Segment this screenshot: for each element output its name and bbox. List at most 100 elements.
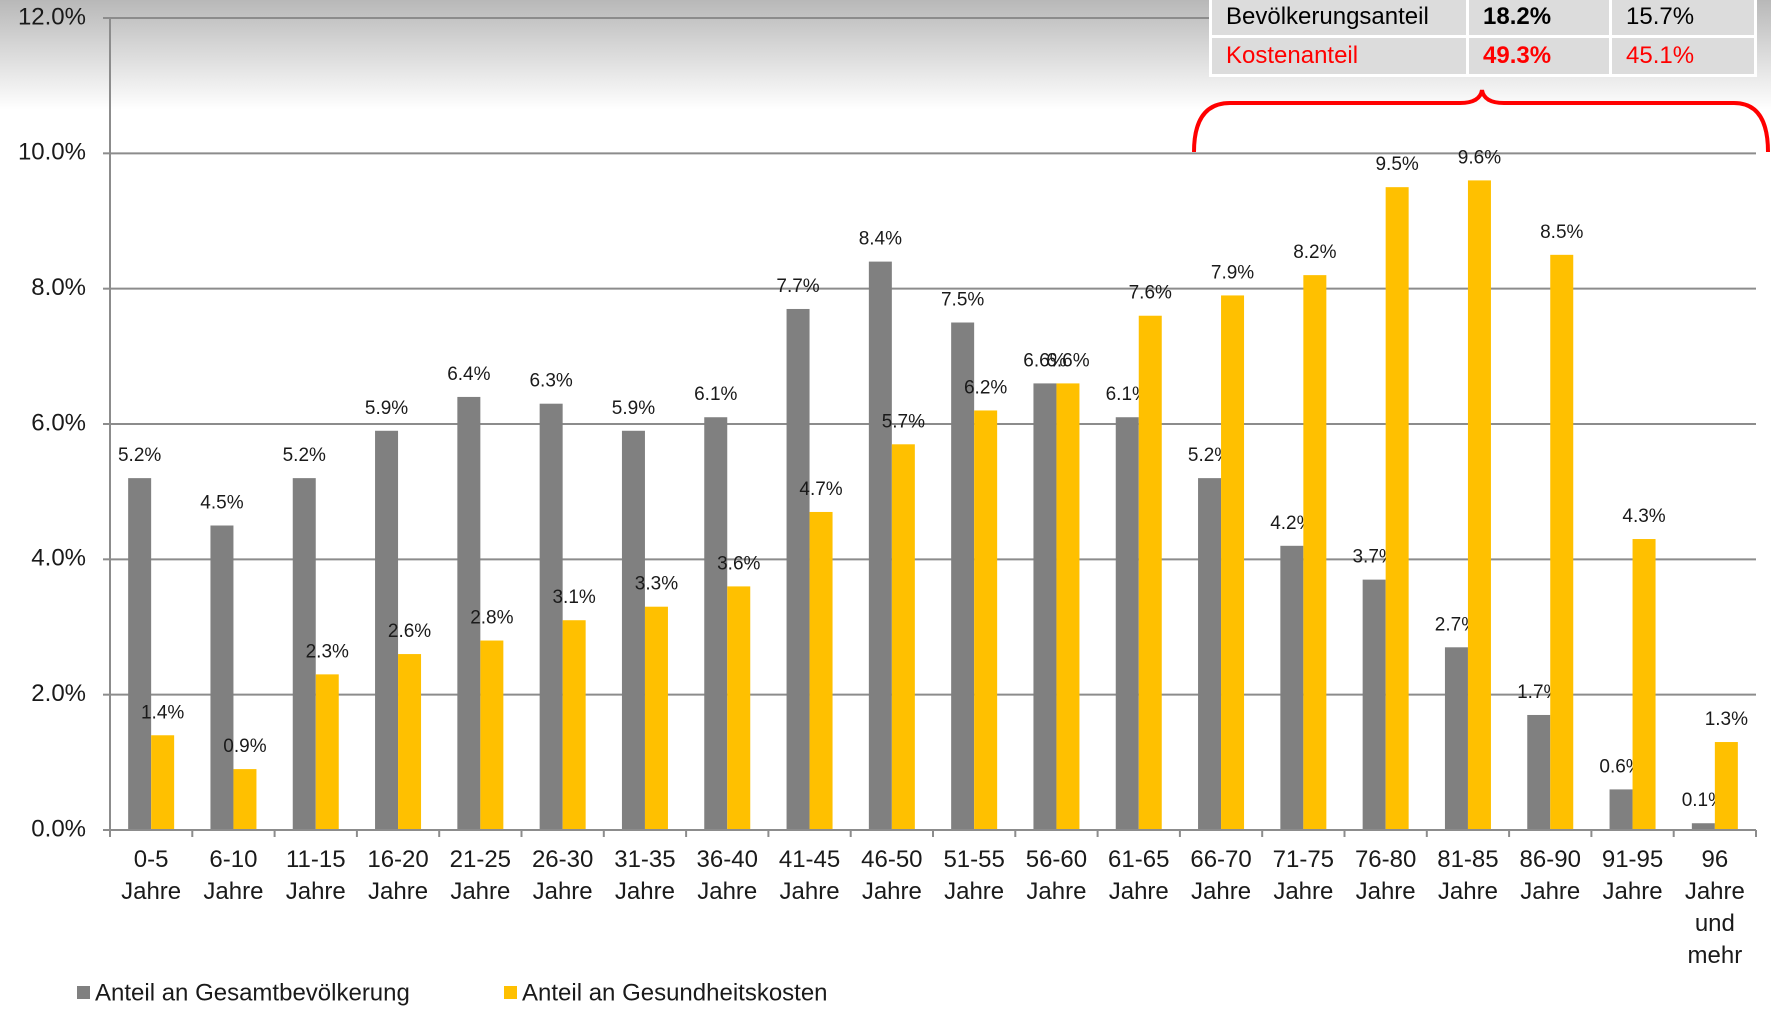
bar bbox=[704, 417, 728, 830]
legend-swatch bbox=[77, 986, 90, 999]
summary-table: Bevölkerungsanteil 18.2% 15.7% Kostenantei… bbox=[1209, 0, 1757, 77]
bar bbox=[974, 410, 998, 830]
value-label: 3.6% bbox=[717, 553, 760, 574]
value-label: 4.5% bbox=[200, 493, 243, 514]
cell: 49.3% bbox=[1466, 35, 1612, 77]
x-tick-label: 66-70 Jahre bbox=[1190, 846, 1252, 905]
bar bbox=[128, 478, 152, 830]
x-tick-label: 26-30 Jahre bbox=[531, 846, 594, 905]
x-tick-label: 81-85 Jahre bbox=[1437, 846, 1499, 905]
bar bbox=[1467, 180, 1491, 830]
x-tick-label: 31-35 Jahre bbox=[614, 846, 676, 905]
value-label: 9.5% bbox=[1375, 154, 1418, 175]
value-label: 3.7% bbox=[1352, 547, 1395, 568]
bar bbox=[1691, 823, 1715, 830]
cell: Kostenanteil bbox=[1209, 35, 1469, 77]
value-label: 2.8% bbox=[470, 608, 513, 629]
x-tick-label: 61-65 Jahre bbox=[1108, 846, 1170, 905]
value-label: 3.1% bbox=[552, 587, 595, 608]
value-label: 6.1% bbox=[694, 384, 737, 405]
value-label: 6.6% bbox=[1023, 350, 1066, 371]
value-label: 6.3% bbox=[529, 371, 572, 392]
value-label: 5.7% bbox=[882, 411, 925, 432]
value-label: 8.4% bbox=[859, 229, 902, 250]
bar bbox=[562, 620, 586, 830]
bar bbox=[1115, 417, 1139, 830]
value-label: 5.9% bbox=[365, 398, 408, 419]
bar bbox=[1198, 478, 1222, 830]
bar bbox=[621, 430, 645, 830]
value-label: 1.4% bbox=[141, 702, 184, 723]
x-tick-label: 46-50 Jahre bbox=[861, 846, 923, 905]
x-tick-label: 96 Jahre und mehr bbox=[1684, 846, 1745, 969]
value-label: 6.2% bbox=[964, 377, 1007, 398]
y-tick-label: 2.0% bbox=[31, 680, 86, 707]
bar bbox=[1632, 539, 1656, 830]
bar bbox=[539, 403, 563, 830]
value-label: 8.5% bbox=[1540, 222, 1583, 243]
bar bbox=[398, 654, 422, 830]
value-label: 2.7% bbox=[1435, 614, 1478, 635]
bar bbox=[1714, 742, 1738, 830]
cell: 18.2% bbox=[1466, 0, 1612, 38]
value-label: 1.3% bbox=[1705, 709, 1748, 730]
x-tick-label: 6-10 Jahre bbox=[203, 846, 264, 905]
value-label: 3.3% bbox=[635, 574, 678, 595]
legend-label: Anteil an Gesamtbevölkerung bbox=[95, 979, 410, 1006]
x-tick-label: 0-5 Jahre bbox=[121, 846, 182, 905]
value-label: 8.2% bbox=[1293, 242, 1336, 263]
value-label: 2.3% bbox=[306, 641, 349, 662]
bar bbox=[1609, 789, 1633, 830]
bar bbox=[1444, 647, 1468, 830]
cell: Bevölkerungsanteil bbox=[1209, 0, 1469, 38]
cell: 45.1% bbox=[1609, 35, 1757, 77]
value-label: 4.7% bbox=[799, 479, 842, 500]
x-tick-label: 11-15 Jahre bbox=[285, 846, 346, 905]
value-label: 7.9% bbox=[1211, 262, 1254, 283]
x-tick-label: 91-95 Jahre bbox=[1601, 846, 1664, 905]
bar bbox=[292, 478, 316, 830]
x-tick-label: 86-90 Jahre bbox=[1519, 846, 1581, 905]
bar bbox=[375, 430, 399, 830]
bar bbox=[1385, 187, 1409, 830]
value-label: 5.9% bbox=[612, 398, 655, 419]
y-tick-label: 8.0% bbox=[31, 274, 86, 301]
value-label: 6.1% bbox=[1106, 384, 1149, 405]
value-label: 5.2% bbox=[118, 445, 161, 466]
bar bbox=[868, 261, 892, 831]
value-label: 6.4% bbox=[447, 364, 490, 385]
bar bbox=[151, 735, 175, 830]
x-tick-label: 71-75 Jahre bbox=[1272, 846, 1335, 905]
bar bbox=[786, 308, 810, 830]
y-tick-label: 0.0% bbox=[31, 815, 86, 842]
x-tick-label: 16-20 Jahre bbox=[367, 846, 429, 905]
legend-swatch bbox=[504, 986, 517, 999]
bar bbox=[1056, 383, 1080, 830]
value-label: 7.5% bbox=[941, 290, 984, 311]
bar bbox=[644, 606, 668, 830]
bar bbox=[1033, 383, 1057, 830]
y-tick-label: 10.0% bbox=[18, 139, 86, 166]
bar bbox=[1303, 275, 1327, 831]
bar bbox=[1221, 295, 1245, 830]
value-label: 7.7% bbox=[776, 276, 819, 297]
value-label: 2.6% bbox=[388, 621, 431, 642]
bar bbox=[210, 525, 234, 830]
legend-label: Anteil an Gesundheitskosten bbox=[522, 979, 828, 1006]
value-label: 4.3% bbox=[1622, 506, 1665, 527]
value-label: 1.7% bbox=[1517, 682, 1560, 703]
bar bbox=[1280, 545, 1304, 830]
cell: 15.7% bbox=[1609, 0, 1757, 38]
value-label: 0.6% bbox=[1599, 756, 1642, 777]
bar bbox=[891, 444, 915, 830]
value-label: 0.1% bbox=[1682, 790, 1725, 811]
y-tick-label: 12.0% bbox=[18, 3, 86, 30]
value-label: 5.2% bbox=[283, 445, 326, 466]
bar bbox=[315, 674, 339, 830]
x-tick-label: 76-80 Jahre bbox=[1354, 846, 1417, 905]
value-label: 0.9% bbox=[223, 736, 266, 757]
bar bbox=[457, 396, 481, 830]
value-label: 6.6% bbox=[1046, 350, 1089, 371]
